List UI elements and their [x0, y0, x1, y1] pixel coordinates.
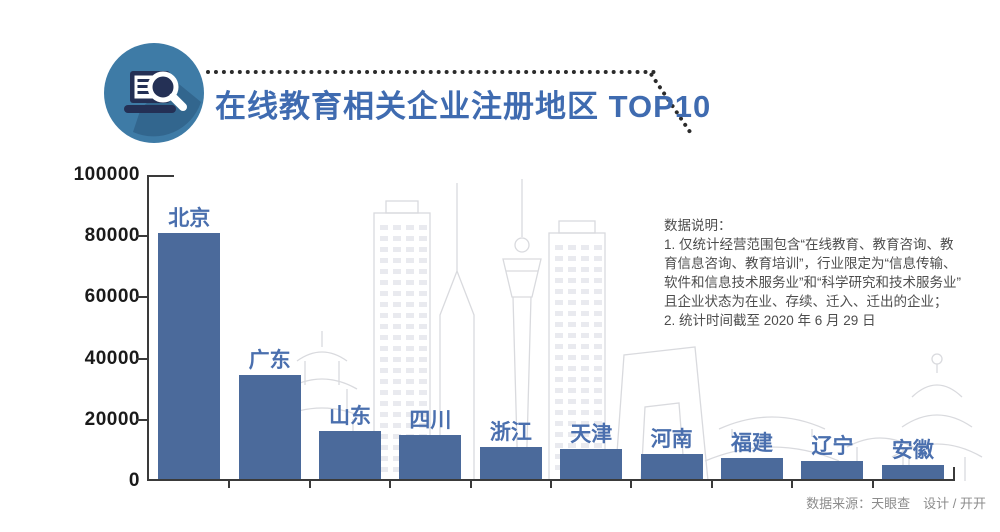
- category-label: 四川: [409, 409, 452, 433]
- category-label: 福建: [731, 431, 774, 455]
- y-tick-label: 0: [128, 470, 140, 491]
- y-tick-label: 40000: [84, 347, 140, 369]
- bar-slot: 安徽: [873, 175, 953, 481]
- x-tick-mark: [871, 481, 874, 488]
- y-tick-mark: [136, 357, 147, 360]
- category-label: 辽宁: [811, 435, 854, 459]
- y-tick-label: 60000: [84, 286, 140, 308]
- category-label: 河南: [650, 427, 693, 451]
- y-tick-mark: [136, 418, 147, 421]
- bar: [801, 461, 864, 481]
- bar: [479, 447, 542, 481]
- bar: [399, 435, 462, 481]
- category-label: 安徽: [891, 439, 934, 462]
- x-tick-mark: [630, 481, 633, 488]
- y-axis-top-cap: [147, 175, 174, 177]
- y-axis-line: [147, 175, 149, 481]
- x-tick-mark: [469, 481, 472, 488]
- bar: [238, 375, 301, 481]
- bar-slot: 四川: [390, 175, 470, 481]
- y-tick-label: 100000: [73, 164, 140, 185]
- x-tick-mark: [710, 481, 713, 488]
- bar-slot: 河南: [631, 175, 711, 481]
- x-tick-mark: [791, 481, 794, 488]
- y-tick-marks: [136, 175, 147, 481]
- x-axis-end-tick: [953, 467, 955, 479]
- bar: [319, 431, 382, 481]
- bar: [560, 449, 623, 481]
- bar: [158, 233, 221, 481]
- bar-slot: 广东: [229, 175, 309, 481]
- bar-slot: 浙江: [471, 175, 551, 481]
- x-tick-marks: [149, 481, 953, 488]
- y-axis-labels: 100000 80000 60000 40000 20000 0: [0, 164, 140, 491]
- x-tick-mark: [550, 481, 552, 488]
- laptop-search-icon: [104, 43, 204, 143]
- y-tick-mark: [136, 296, 147, 299]
- y-tick-label: 80000: [84, 225, 140, 247]
- x-axis-line: [147, 479, 955, 481]
- x-tick-mark: [389, 481, 392, 488]
- bar-slot: 辽宁: [792, 175, 872, 481]
- category-label: 广东: [248, 349, 291, 373]
- category-label: 天津: [570, 423, 613, 447]
- title-dotted-rule: [206, 70, 656, 74]
- category-label: 北京: [168, 207, 211, 231]
- y-tick-label: 20000: [84, 408, 140, 430]
- x-tick-mark: [228, 481, 231, 488]
- bar: [881, 465, 944, 481]
- bar-slot: 山东: [310, 175, 390, 481]
- bar: [721, 458, 784, 481]
- category-label: 浙江: [489, 420, 532, 444]
- y-tick-mark: [136, 235, 147, 238]
- bar-slot: 北京: [149, 175, 229, 481]
- bar-area: 北京广东山东 四川 浙江 天津 河南 福建 辽宁 安徽: [149, 175, 953, 481]
- source-credit: 数据来源：天眼查 设计 / 开开: [806, 496, 986, 511]
- bar: [640, 454, 703, 481]
- x-tick-mark: [308, 481, 311, 488]
- page-title: 在线教育相关企业注册地区 TOP10: [215, 89, 712, 124]
- bar-slot: 福建: [712, 175, 792, 481]
- category-label: 山东: [329, 405, 372, 429]
- bar-slot: 天津: [551, 175, 631, 481]
- data-notes: 数据说明： 1. 仅统计经营范围包含“在线教育、教育咨询、教 育信息咨询、教育培…: [664, 218, 961, 328]
